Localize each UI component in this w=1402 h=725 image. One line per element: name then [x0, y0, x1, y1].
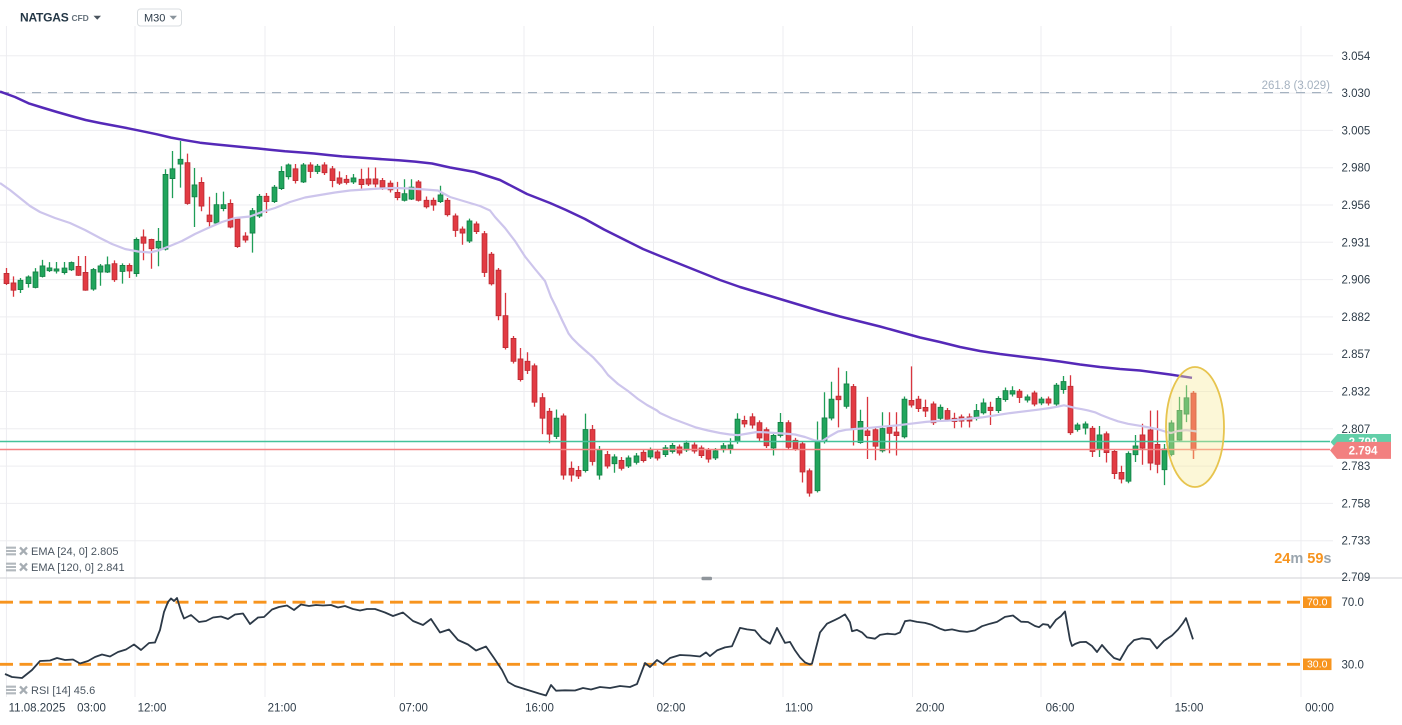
svg-text:07:00: 07:00: [399, 703, 428, 715]
svg-text:11:00: 11:00: [785, 703, 813, 715]
svg-text:M30: M30: [144, 12, 165, 24]
svg-text:2.733: 2.733: [1342, 536, 1371, 548]
svg-text:RSI [14] 45.6: RSI [14] 45.6: [31, 685, 95, 697]
svg-text:2.857: 2.857: [1342, 349, 1371, 361]
svg-text:2.794: 2.794: [1349, 446, 1378, 458]
svg-text:15:00: 15:00: [1175, 703, 1204, 715]
svg-text:3.054: 3.054: [1342, 51, 1371, 63]
svg-text:2.758: 2.758: [1342, 498, 1371, 510]
svg-text:3.005: 3.005: [1342, 125, 1371, 137]
svg-text:2.783: 2.783: [1342, 461, 1371, 473]
svg-text:2.956: 2.956: [1342, 200, 1371, 212]
svg-text:261.8 (3.029): 261.8 (3.029): [1262, 80, 1331, 92]
svg-text:2.807: 2.807: [1342, 424, 1371, 436]
svg-text:2.906: 2.906: [1342, 275, 1371, 287]
svg-text:2.832: 2.832: [1342, 387, 1371, 399]
svg-text:00:00: 00:00: [1305, 703, 1334, 715]
svg-text:02:00: 02:00: [657, 703, 686, 715]
svg-text:21:00: 21:00: [268, 703, 297, 715]
svg-text:EMA [24, 0] 2.805: EMA [24, 0] 2.805: [31, 546, 118, 558]
svg-text:2.931: 2.931: [1342, 237, 1371, 249]
svg-text:70.0: 70.0: [1307, 596, 1328, 608]
svg-text:EMA [120, 0] 2.841: EMA [120, 0] 2.841: [31, 562, 125, 574]
svg-text:2.980: 2.980: [1342, 163, 1371, 175]
svg-text:11.08.2025: 11.08.2025: [9, 703, 66, 715]
svg-text:2.709: 2.709: [1342, 572, 1371, 584]
svg-text:2.882: 2.882: [1342, 312, 1371, 324]
svg-text:24m 59s: 24m 59s: [1274, 551, 1331, 567]
svg-text:16:00: 16:00: [525, 703, 554, 715]
svg-text:3.030: 3.030: [1342, 88, 1371, 100]
svg-text:CFD: CFD: [72, 13, 89, 23]
svg-text:03:00: 03:00: [77, 703, 106, 715]
svg-text:30.0: 30.0: [1307, 659, 1328, 671]
svg-text:30.0: 30.0: [1342, 659, 1364, 671]
svg-text:70.0: 70.0: [1342, 597, 1364, 609]
svg-text:20:00: 20:00: [916, 703, 945, 715]
svg-text:NATGAS: NATGAS: [20, 11, 69, 25]
svg-text:06:00: 06:00: [1046, 703, 1075, 715]
svg-text:12:00: 12:00: [138, 703, 167, 715]
